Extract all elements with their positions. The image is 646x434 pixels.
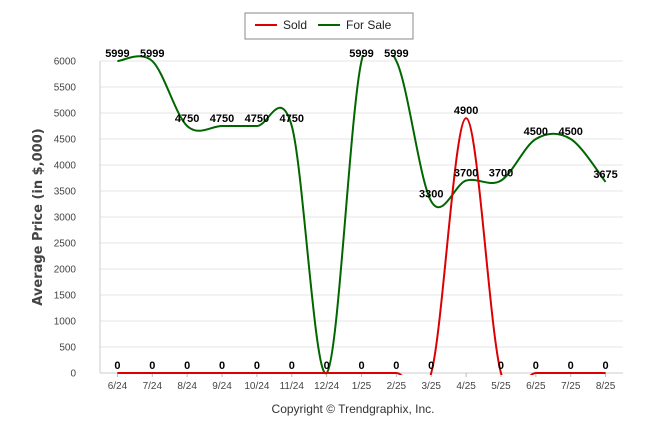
data-label-for-sale: 3675 <box>593 169 617 181</box>
data-label-sold: 0 <box>254 360 260 372</box>
y-tick-label: 6000 <box>54 57 77 68</box>
legend-for-sale-label[interactable]: For Sale <box>346 18 392 32</box>
x-tick-label: 9/24 <box>212 381 232 392</box>
data-label-for-sale: 3300 <box>419 188 443 200</box>
y-tick-label: 2000 <box>54 265 77 276</box>
data-label-sold: 4900 <box>454 105 478 117</box>
grid <box>100 60 623 348</box>
y-tick-label: 500 <box>59 343 76 354</box>
data-label-sold: 0 <box>358 360 364 372</box>
x-tick-label: 6/25 <box>526 381 546 392</box>
data-label-sold: 0 <box>289 360 295 372</box>
data-label-sold: 0 <box>428 360 434 372</box>
copyright-footer: Copyright © Trendgraphix, Inc. <box>272 402 435 416</box>
data-label-for-sale: 5999 <box>105 48 129 60</box>
data-label-sold: 0 <box>219 360 225 372</box>
y-tick-label: 2500 <box>54 239 77 250</box>
x-tick-label: 10/24 <box>244 381 269 392</box>
data-label-sold: 0 <box>114 360 120 372</box>
y-tick-label: 4500 <box>54 135 77 146</box>
data-label-sold: 0 <box>324 360 330 372</box>
series-line-sold <box>117 117 606 375</box>
y-tick-label: 3500 <box>54 187 77 198</box>
x-tick-label: 3/25 <box>421 381 441 392</box>
data-label-for-sale: 3700 <box>489 168 513 180</box>
data-label-sold: 0 <box>393 360 399 372</box>
data-label-sold: 0 <box>184 360 190 372</box>
legend-sold-label[interactable]: Sold <box>283 18 307 32</box>
data-label-for-sale: 4750 <box>280 113 304 125</box>
x-tick-label: 4/25 <box>456 381 476 392</box>
x-tick-label: 8/24 <box>177 381 197 392</box>
y-tick-label: 3000 <box>54 213 77 224</box>
x-tick-label: 1/25 <box>352 381 372 392</box>
x-tick-label: 8/25 <box>596 381 616 392</box>
data-label-sold: 0 <box>533 360 539 372</box>
data-label-for-sale: 3700 <box>454 168 478 180</box>
data-label-for-sale: 5999 <box>140 48 164 60</box>
data-label-for-sale: 5999 <box>349 48 373 60</box>
series-lines <box>117 55 607 375</box>
data-label-for-sale: 4750 <box>175 113 199 125</box>
y-tick-label: 5000 <box>54 109 77 120</box>
y-tick-label: 5500 <box>54 83 77 94</box>
legend[interactable]: Sold For Sale <box>244 12 414 40</box>
data-label-for-sale: 5999 <box>384 48 408 60</box>
data-label-sold: 0 <box>498 360 504 372</box>
y-tick-label: 4000 <box>54 161 77 172</box>
data-label-sold: 0 <box>568 360 574 372</box>
y-tick-label: 1500 <box>54 291 77 302</box>
x-tick-label: 7/25 <box>561 381 581 392</box>
x-tick-label: 5/25 <box>491 381 511 392</box>
series-line-for-sale <box>117 55 607 375</box>
data-label-for-sale: 4500 <box>524 126 548 138</box>
y-axis-title: Average Price (in $,000) <box>31 128 46 305</box>
x-tick-label: 12/24 <box>314 381 339 392</box>
x-tick-label: 2/25 <box>387 381 407 392</box>
data-label-sold: 0 <box>603 360 609 372</box>
x-tick-label: 7/24 <box>143 381 163 392</box>
x-tick-labels: 6/24 7/24 8/24 9/24 10/24 11/24 12/24 1/25 2/25 3… <box>108 373 616 392</box>
y-tick-labels: 0 500 1000 1500 2000 2500 3000 3500 4000 4500 5000… <box>54 57 77 380</box>
data-label-for-sale: 4750 <box>210 113 234 125</box>
data-label-sold: 0 <box>149 360 155 372</box>
data-label-for-sale: 4500 <box>558 126 582 138</box>
y-tick-label: 1000 <box>54 317 77 328</box>
data-labels: 0 0 0 0 0 0 0 0 0 0 4900 0 0 0 0 5999 5999 4750 4750 4750 47… <box>105 48 618 372</box>
y-tick-label: 0 <box>70 369 76 380</box>
x-tick-label: 11/24 <box>280 381 305 392</box>
x-tick-label: 6/24 <box>108 381 128 392</box>
data-label-for-sale: 4750 <box>245 113 269 125</box>
